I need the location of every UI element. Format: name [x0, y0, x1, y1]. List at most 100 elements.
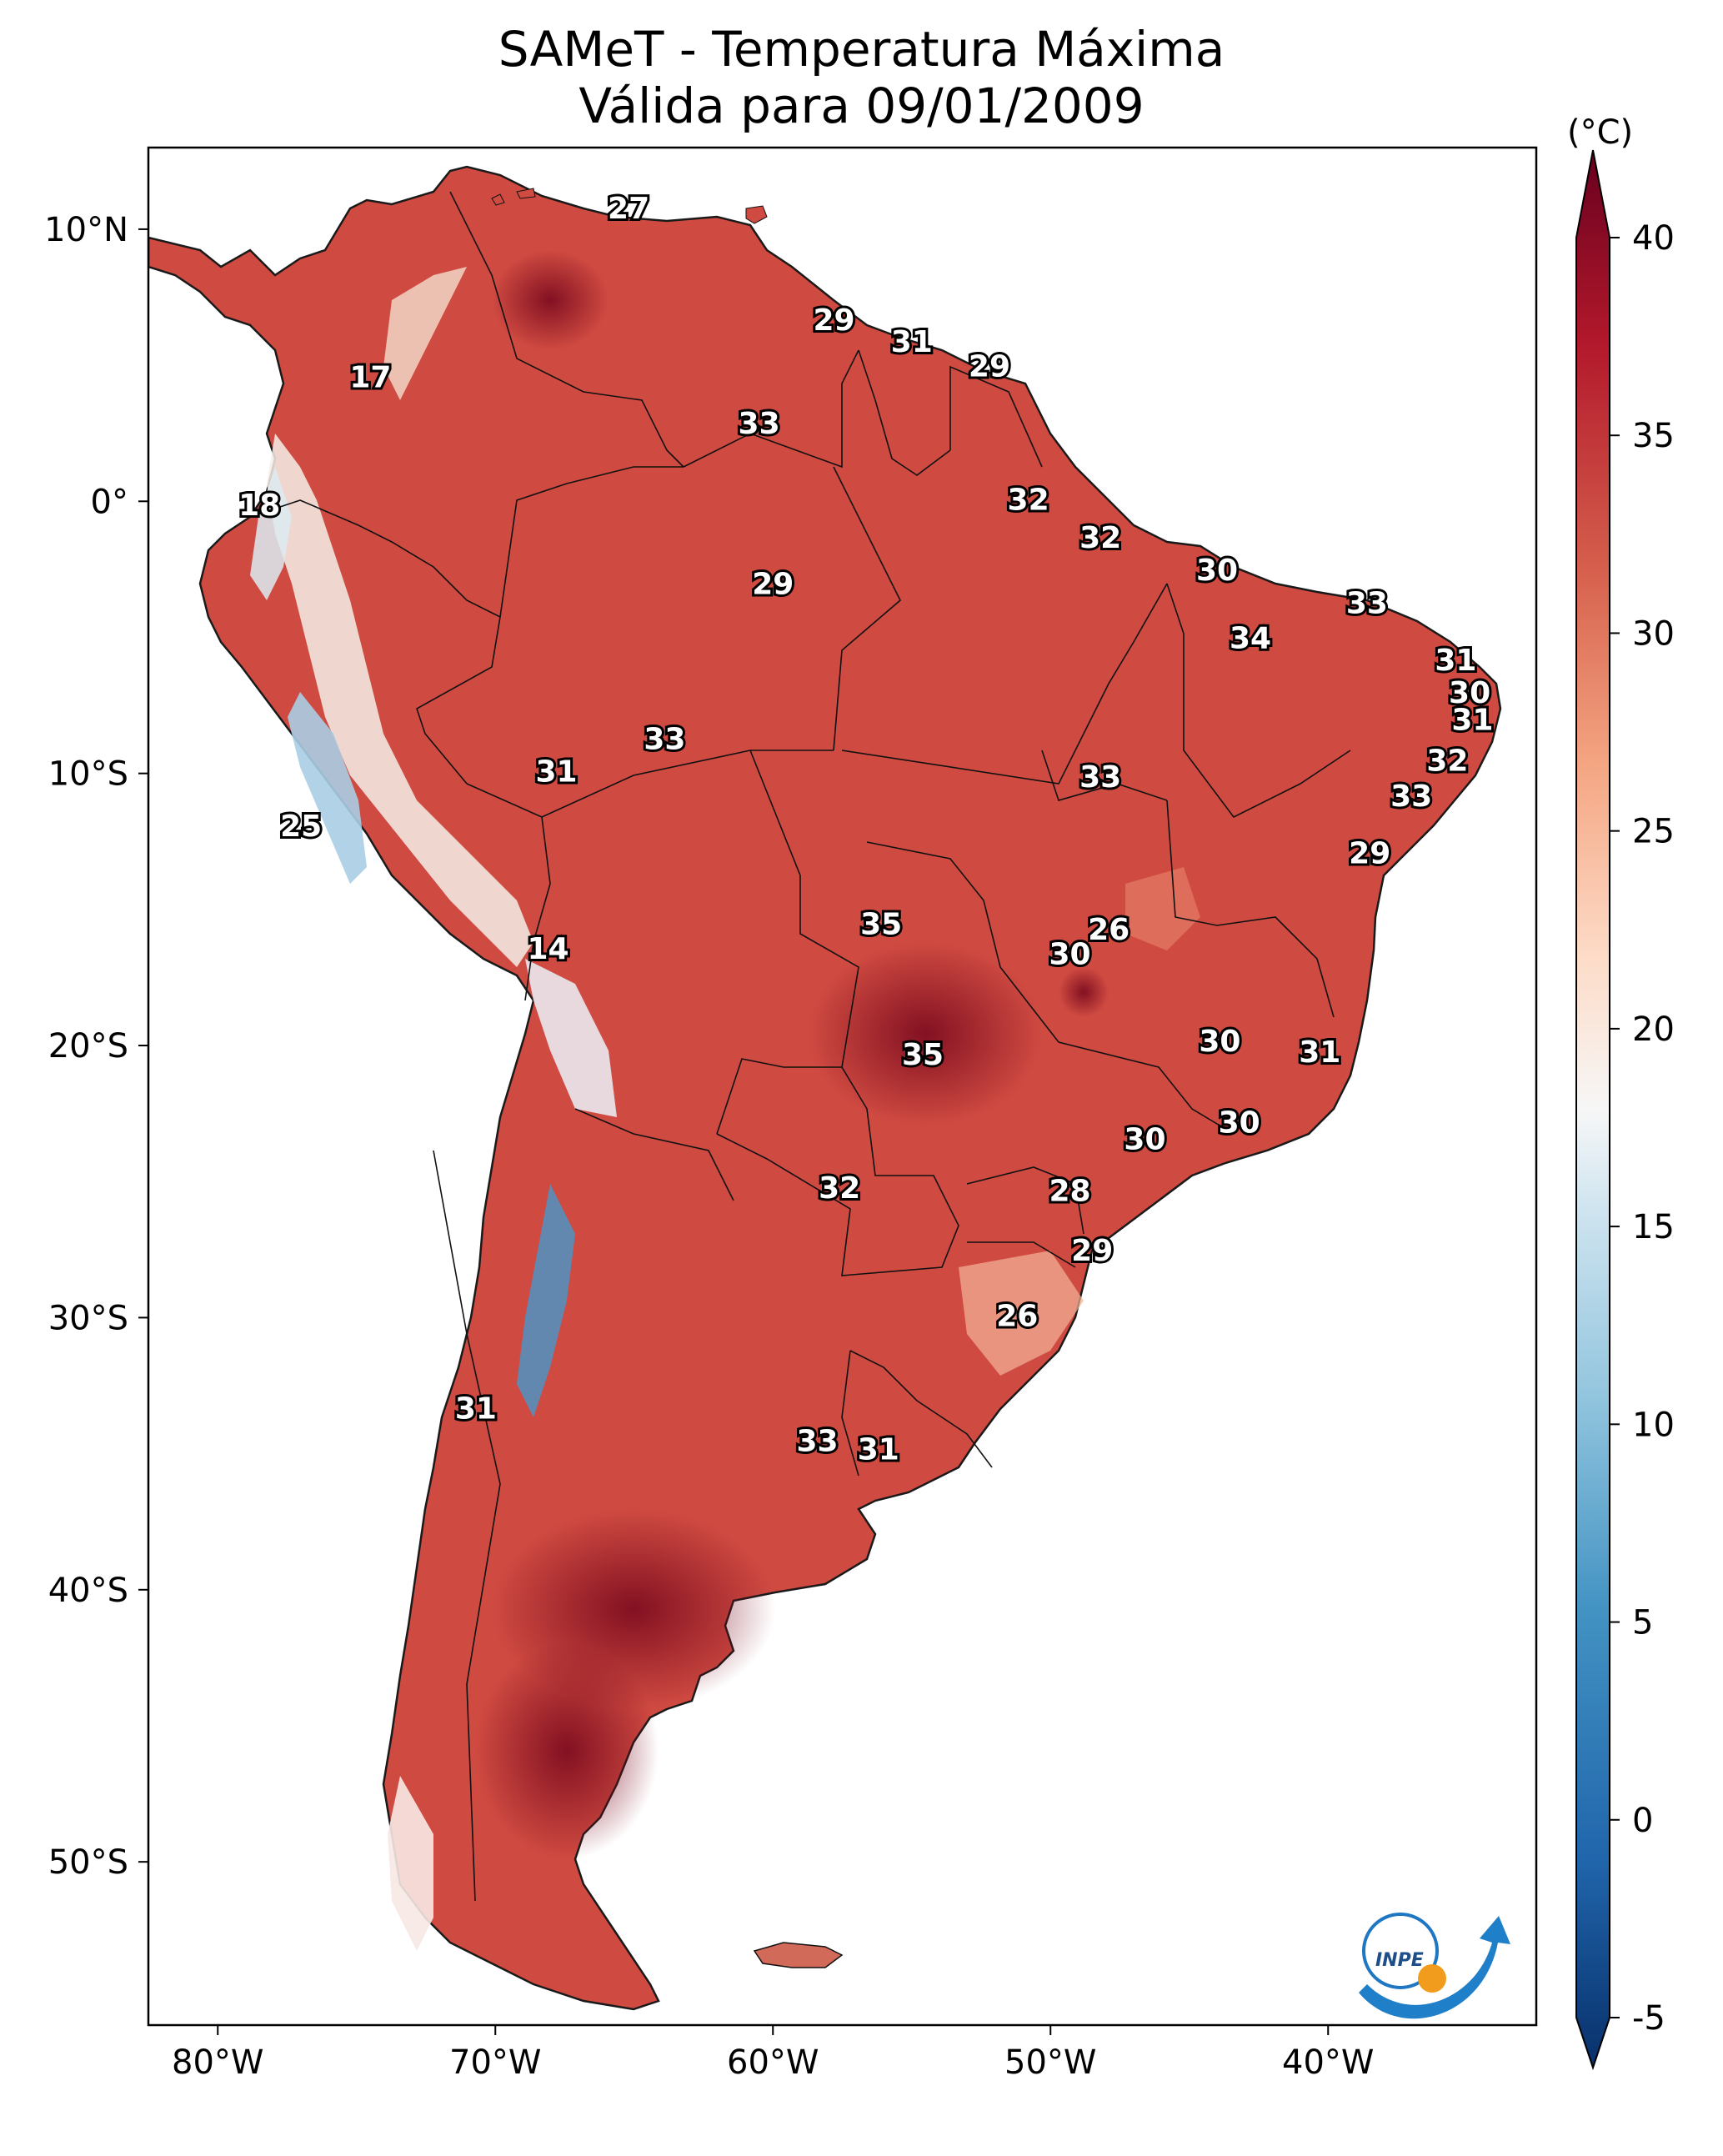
- border-bolivia-brazil-paraguay: [716, 750, 859, 1135]
- border-colombia-peru-brazil: [499, 466, 684, 618]
- brazil-states-f: [1058, 1041, 1235, 1135]
- station-label: 31: [1299, 1035, 1340, 1070]
- colorbar-tick-label: 35: [1632, 417, 1675, 455]
- andes-cold-chile: [517, 1184, 575, 1417]
- station-label: 30: [1449, 676, 1490, 710]
- lat-label: 10°S: [48, 755, 128, 794]
- lon-label: 80°W: [172, 2043, 263, 2082]
- border-guyana: [858, 349, 951, 476]
- caribbean-islands: [491, 188, 768, 224]
- hot-region-pantanal: [809, 942, 1042, 1126]
- station-label: 30: [1049, 937, 1091, 971]
- station-label: 26: [1088, 913, 1129, 947]
- ecuador-highlands: [250, 467, 292, 600]
- lon-label: 70°W: [449, 2043, 541, 2082]
- station-label: 29: [752, 567, 794, 601]
- border-paraguay: [716, 1066, 959, 1276]
- colorbar-tick-label: -5: [1632, 1999, 1665, 2038]
- temperature-shading: [250, 250, 1200, 1951]
- minas-mild: [1125, 867, 1200, 950]
- station-label: 35: [902, 1038, 944, 1072]
- colorbar-tick-label: 30: [1632, 614, 1675, 653]
- tierra-del-fuego-cool: [388, 1776, 433, 1951]
- logo-orbit-ring: [1362, 1913, 1439, 1989]
- station-label: 30: [1124, 1122, 1165, 1156]
- border-peru-brazil: [416, 616, 501, 785]
- station-label: 28: [1049, 1174, 1091, 1208]
- station-label: 30: [1219, 1106, 1260, 1141]
- colorbar-tick-label: 0: [1632, 1802, 1653, 1840]
- station-label: 33: [1346, 586, 1388, 620]
- station-label: 31: [535, 755, 577, 790]
- brazil-states-h: [966, 1166, 1084, 1235]
- station-label: 33: [796, 1425, 838, 1459]
- station-label: 33: [1390, 780, 1432, 814]
- lon-label: 60°W: [727, 2043, 819, 2082]
- station-label: 34: [1230, 622, 1271, 656]
- colorbar-tick-label: 20: [1632, 1010, 1675, 1049]
- station-label: 27: [608, 192, 649, 226]
- altiplano-cool: [525, 959, 617, 1117]
- colorbar-ticks: -5 0 5 10 15 20 25 30 35 40: [1610, 219, 1675, 2038]
- station-label: 30: [1199, 1025, 1240, 1059]
- station-label: 29: [1349, 837, 1390, 871]
- hot-region-patagonia-south: [475, 1642, 659, 1859]
- station-label: 30: [1196, 554, 1238, 588]
- logo-sun-icon: [1418, 1964, 1446, 1993]
- inpe-logo: INPE: [1359, 1913, 1510, 2019]
- station-label: 17: [349, 360, 391, 394]
- station-label: 29: [969, 349, 1010, 384]
- colorbar-bar: [1575, 149, 1610, 2071]
- map-frame: [147, 146, 1538, 2027]
- border-ecuador-peru: [249, 499, 501, 618]
- border-suriname: [949, 365, 1043, 468]
- lat-label: 0°: [91, 483, 128, 521]
- station-label: 18: [238, 489, 280, 523]
- border-uruguay-argentina: [841, 1350, 859, 1477]
- brazil-states-e: [1166, 583, 1351, 819]
- brazil-states-a: [1041, 750, 1168, 801]
- andes-cold-peru: [288, 692, 367, 884]
- station-label: 31: [891, 325, 933, 359]
- station-label: 33: [644, 723, 685, 757]
- lat-label: 50°S: [48, 1843, 128, 1882]
- station-label: 32: [1426, 745, 1468, 779]
- lat-label: 30°S: [48, 1299, 128, 1337]
- brazil-states-i: [967, 1241, 1076, 1268]
- station-label: 29: [1071, 1234, 1113, 1268]
- hot-region-venezuela: [492, 250, 609, 350]
- longitude-axis: 80°W 70°W 60°W 50°W 40°W: [172, 2025, 1374, 2082]
- station-label: 31: [455, 1391, 497, 1426]
- station-label: 32: [1008, 483, 1049, 517]
- continent-layer: [148, 165, 1502, 2011]
- station-label: 14: [527, 932, 568, 966]
- hot-region-goias: [1059, 967, 1109, 1017]
- station-label: 26: [996, 1299, 1038, 1333]
- lat-label: 20°S: [48, 1027, 128, 1065]
- lon-label: 40°W: [1282, 2043, 1374, 2082]
- country-borders: [249, 191, 1351, 1902]
- colorbar-tick-label: 40: [1632, 219, 1675, 258]
- latitude-axis: 10°N 0° 10°S 20°S 30°S 40°S 50°S: [44, 211, 148, 1882]
- falkland-islands: [753, 1942, 844, 1968]
- map-title: SAMeT - Temperatura Máxima: [498, 21, 1225, 78]
- station-label: 31: [858, 1432, 899, 1467]
- colorbar-tick-label: 10: [1632, 1406, 1675, 1444]
- station-label: 32: [819, 1171, 860, 1206]
- andes-cool-band: [267, 434, 533, 967]
- lat-label: 10°N: [44, 211, 128, 249]
- colorbar-tick-label: 25: [1632, 813, 1675, 851]
- border-chile-argentina: [433, 1150, 501, 1902]
- station-label: 33: [739, 407, 780, 441]
- colorbar-tick-label: 15: [1632, 1208, 1675, 1246]
- colombia-highlands: [383, 267, 467, 400]
- border-peru-bolivia: [524, 816, 551, 1001]
- station-label: 32: [1079, 521, 1121, 555]
- brazil-states-g: [1166, 800, 1335, 1018]
- station-label: 25: [280, 810, 322, 844]
- south-america-landmass: [148, 165, 1502, 2011]
- map-subtitle: Válida para 09/01/2009: [579, 78, 1144, 134]
- station-label: 33: [1079, 760, 1121, 795]
